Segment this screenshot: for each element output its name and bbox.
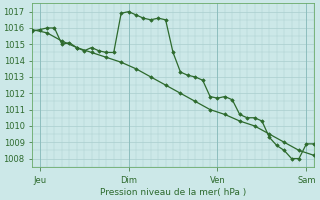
X-axis label: Pression niveau de la mer( hPa ): Pression niveau de la mer( hPa ) <box>100 188 246 197</box>
